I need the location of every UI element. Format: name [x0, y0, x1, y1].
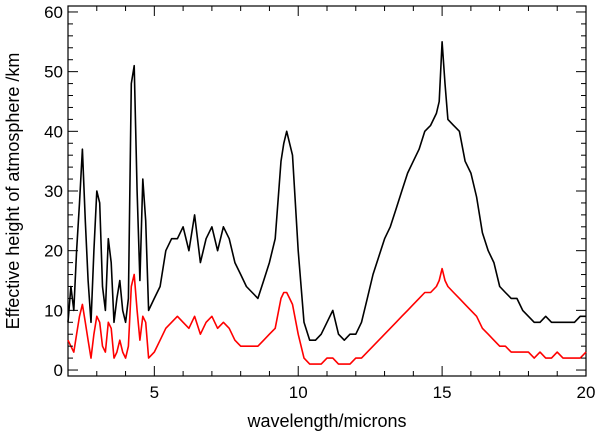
y-tick-label: 30: [44, 182, 63, 201]
y-tick-label: 20: [44, 242, 63, 261]
y-tick-label: 60: [44, 3, 63, 22]
series-line-0: [67, 41, 586, 341]
ticks-layer: [67, 6, 587, 376]
y-axis-label: Effective height of atmosphere /km: [3, 53, 23, 330]
tick-labels-layer: 5 10 15 20 0 10 20 30 40 50 60: [44, 3, 595, 402]
x-axis-label: wavelength/microns: [246, 411, 406, 431]
series-layer: [67, 41, 587, 365]
x-tick-label: 5: [150, 383, 159, 402]
x-tick-label: 15: [433, 383, 452, 402]
x-tick-label: 10: [289, 383, 308, 402]
series-line-1: [67, 267, 587, 365]
y-tick-label: 40: [44, 122, 63, 141]
y-tick-label: 10: [44, 301, 63, 320]
y-tick-label: 0: [54, 361, 63, 380]
y-tick-label: 50: [44, 63, 63, 82]
x-tick-label: 20: [577, 383, 596, 402]
